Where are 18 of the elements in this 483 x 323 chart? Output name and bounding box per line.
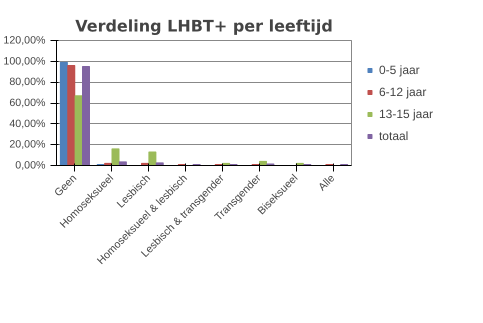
legend-label: 6-12 jaar xyxy=(378,84,426,98)
bar xyxy=(82,66,90,166)
legend-label: 0-5 jaar xyxy=(378,62,420,76)
y-tick-label: 60,00% xyxy=(9,97,46,109)
legend-label: totaal xyxy=(378,128,408,142)
y-tick-label: 80,00% xyxy=(9,76,46,88)
y-tick-label: 0,00% xyxy=(15,160,46,172)
y-tick-label: 120,00% xyxy=(3,34,46,46)
chart-title: Verdeling LHBT+ per leeftijd xyxy=(75,16,333,36)
y-tick-label: 40,00% xyxy=(9,118,46,130)
y-tick-label: 100,00% xyxy=(3,55,46,68)
x-tick-label: Alle xyxy=(316,172,338,194)
bar xyxy=(111,148,120,166)
y-tick-label: 20,00% xyxy=(9,138,46,151)
bar xyxy=(74,95,83,166)
legend-label: 13-15 jaar xyxy=(378,106,434,120)
bar xyxy=(67,65,76,166)
bar xyxy=(148,151,156,166)
